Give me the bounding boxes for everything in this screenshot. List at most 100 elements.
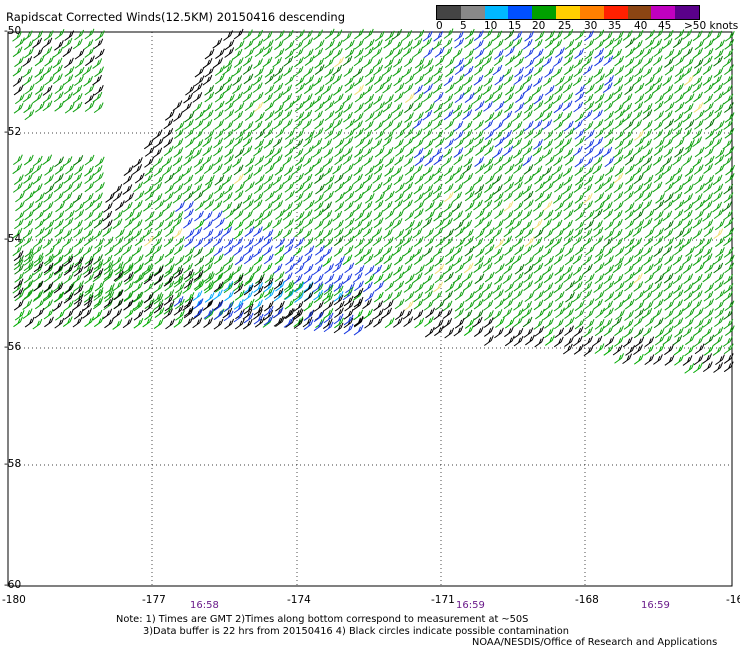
wind-barb xyxy=(594,290,605,302)
wind-barb xyxy=(593,298,603,310)
wind-barb xyxy=(144,184,154,195)
wind-barb xyxy=(674,183,684,194)
wind-barb xyxy=(403,245,414,257)
wind-barb xyxy=(633,281,644,292)
wind-barb xyxy=(712,30,723,42)
wind-barb xyxy=(43,290,54,302)
wind-barb xyxy=(443,263,454,275)
wind-barb xyxy=(183,191,194,202)
wind-barb xyxy=(485,173,495,185)
wind-barb xyxy=(73,219,83,231)
wind-barb xyxy=(193,298,204,309)
wind-barb xyxy=(64,201,75,212)
wind-barb xyxy=(524,47,535,59)
wind-barb xyxy=(84,165,94,177)
wind-barb xyxy=(694,237,705,249)
wind-barb xyxy=(604,219,615,231)
wind-barb xyxy=(643,254,653,266)
wind-barb xyxy=(112,319,123,330)
wind-barb xyxy=(323,93,333,105)
wind-barb xyxy=(134,190,145,202)
wind-barb xyxy=(42,100,53,112)
wind-barb xyxy=(503,92,514,104)
wind-barb xyxy=(674,137,685,149)
wind-barb xyxy=(454,289,465,301)
wind-barb xyxy=(434,299,445,311)
wind-barb xyxy=(364,317,374,329)
wind-barb xyxy=(193,270,204,281)
wind-barb xyxy=(624,280,634,292)
wind-barb xyxy=(362,298,372,310)
wind-barb xyxy=(543,300,554,312)
wind-barb xyxy=(194,118,204,130)
wind-barb xyxy=(244,110,255,121)
wind-barb xyxy=(193,247,204,258)
wind-barb xyxy=(323,147,334,158)
wind-barb xyxy=(174,255,185,266)
wind-barb xyxy=(594,262,605,273)
wind-barb xyxy=(92,74,102,86)
wind-barb xyxy=(83,219,94,231)
wind-barb xyxy=(552,164,563,176)
wind-barb xyxy=(442,37,453,49)
wind-barb xyxy=(444,129,455,141)
wind-barb xyxy=(564,155,575,166)
wind-barb xyxy=(413,100,423,112)
wind-barb xyxy=(624,298,635,310)
lon-label: -168 xyxy=(575,594,599,606)
wind-barb xyxy=(684,183,694,195)
wind-barb xyxy=(592,163,603,175)
wind-barb xyxy=(483,326,494,337)
wind-barb xyxy=(692,255,703,266)
wind-barb xyxy=(282,93,293,104)
wind-barb xyxy=(372,57,383,69)
wind-barb xyxy=(224,109,235,120)
wind-barb xyxy=(602,146,613,158)
wind-barb xyxy=(384,57,395,69)
wind-barb xyxy=(293,66,304,77)
wind-barb xyxy=(142,316,153,328)
wind-barb xyxy=(414,74,425,85)
wind-barb xyxy=(402,67,413,78)
wind-barb xyxy=(642,290,653,302)
wind-barb xyxy=(13,250,24,262)
wind-barb xyxy=(402,235,413,247)
wind-barb xyxy=(575,84,585,96)
wind-barb xyxy=(315,183,325,195)
wind-barb xyxy=(93,210,104,222)
wind-barb xyxy=(254,67,265,78)
wind-barb xyxy=(662,110,673,121)
wind-barb xyxy=(364,193,375,204)
wind-barb xyxy=(92,58,103,69)
wind-barb xyxy=(593,235,604,247)
wind-barb xyxy=(634,336,645,348)
wind-barb xyxy=(563,55,574,66)
wind-barb xyxy=(83,286,94,297)
wind-barb xyxy=(322,84,333,95)
wind-barb xyxy=(62,316,73,327)
wind-barb xyxy=(123,254,134,266)
wind-barb xyxy=(303,291,314,302)
legend-tick-label: >50 knots xyxy=(684,20,739,32)
wind-barb xyxy=(625,218,635,230)
wind-barb xyxy=(563,272,573,283)
wind-barb xyxy=(622,353,633,365)
wind-barb xyxy=(494,163,504,175)
wind-barb xyxy=(372,235,383,247)
wind-barb xyxy=(83,39,94,50)
wind-barb xyxy=(724,172,735,184)
wind-barb xyxy=(83,75,93,87)
wind-barb xyxy=(164,110,175,121)
legend-swatch-1 xyxy=(460,6,485,19)
wind-barb xyxy=(263,314,274,326)
wind-barb xyxy=(524,255,535,266)
wind-barb xyxy=(395,128,405,140)
wind-barb xyxy=(633,254,643,266)
wind-barb xyxy=(283,29,294,41)
wind-barb xyxy=(322,201,332,213)
wind-barb xyxy=(663,182,674,193)
wind-barb xyxy=(213,253,224,265)
wind-barb xyxy=(73,246,84,258)
wind-barb xyxy=(722,336,733,347)
wind-barb xyxy=(182,254,193,265)
